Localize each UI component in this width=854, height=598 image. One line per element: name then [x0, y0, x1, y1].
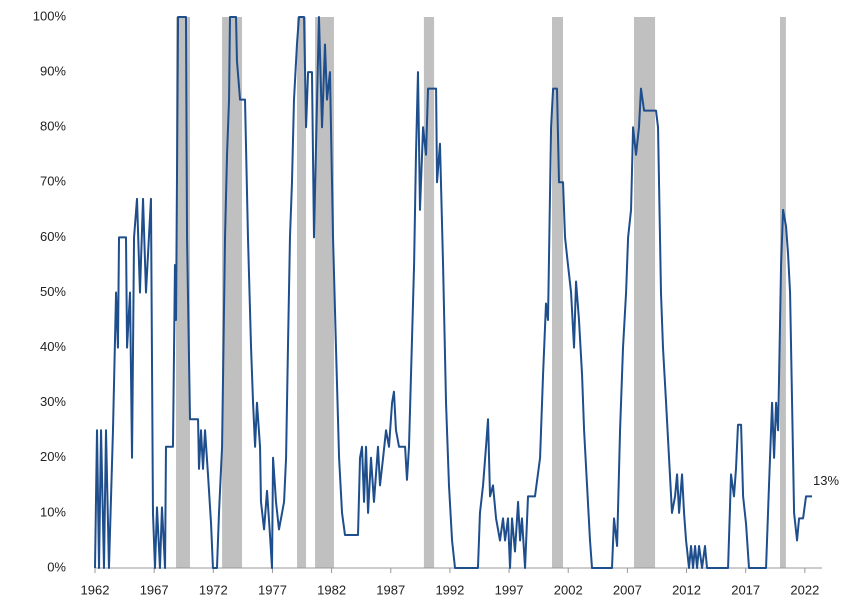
- y-tick-label: 50%: [40, 284, 66, 299]
- recession-band: [634, 17, 656, 568]
- x-tick-label: 1982: [317, 582, 346, 597]
- x-tick-label: 1992: [435, 582, 464, 597]
- recession-band: [780, 17, 786, 568]
- data-line: [94, 16, 813, 569]
- x-tick-label: 1987: [376, 582, 405, 597]
- x-tick-label: 1962: [81, 582, 110, 597]
- y-tick-label: 90%: [40, 64, 66, 79]
- end-label: 13%: [813, 473, 839, 488]
- y-tick-label: 0%: [47, 559, 66, 574]
- y-tick-label: 40%: [40, 339, 66, 354]
- x-tick-label: 2017: [731, 582, 760, 597]
- x-tick-label: 1977: [258, 582, 287, 597]
- recession-band: [552, 17, 564, 568]
- y-tick-label: 80%: [40, 119, 66, 134]
- x-tick-label: 2022: [790, 582, 819, 597]
- y-tick-label: 30%: [40, 394, 66, 409]
- x-tick-label: 1967: [140, 582, 169, 597]
- x-tick-label: 2012: [672, 582, 701, 597]
- x-tick-label: 2002: [554, 582, 583, 597]
- x-tick-label: 1972: [199, 582, 228, 597]
- y-tick-label: 100%: [33, 8, 67, 23]
- recession-band: [423, 17, 435, 568]
- y-tick-label: 20%: [40, 449, 66, 464]
- recession-band: [315, 17, 334, 568]
- y-tick-label: 70%: [40, 174, 66, 189]
- x-tick-label: 2007: [613, 582, 642, 597]
- y-tick-label: 10%: [40, 504, 66, 519]
- x-tick-label: 1997: [495, 582, 524, 597]
- y-tick-label: 60%: [40, 229, 66, 244]
- recession-band: [297, 17, 307, 568]
